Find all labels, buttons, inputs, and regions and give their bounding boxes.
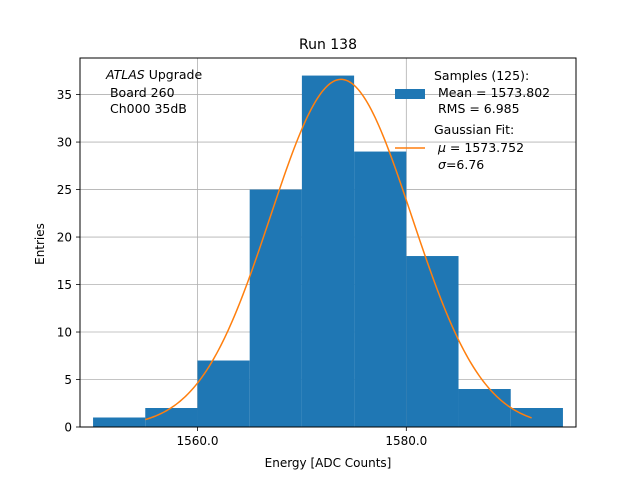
histogram-bar-5 (354, 151, 407, 428)
legend-hist-swatch (395, 89, 425, 99)
y-tick-label-2: 10 (57, 326, 72, 340)
x-tick-label-0: 1560.0 (176, 434, 218, 448)
legend-fit-line-3: σ=6.76 (438, 157, 484, 172)
x-axis-label: Energy [ADC Counts] (265, 456, 392, 470)
legend-hist-line-1: Samples (125): (434, 68, 529, 83)
legend-sigma-symbol: σ (438, 157, 447, 172)
y-tick-label-7: 35 (57, 88, 72, 102)
legend-hist-line-2: Mean = 1573.802 (434, 85, 550, 100)
legend-sigma-value: =6.76 (446, 157, 484, 172)
histogram-bar-3 (249, 189, 302, 427)
annotation-atlas: ATLAS (105, 67, 145, 82)
histogram-bar-1 (145, 408, 198, 427)
axis-ticks: 1560.0 1580.0 0 5 10 15 20 25 30 35 (57, 88, 428, 448)
legend-mu-symbol: μ (437, 140, 446, 155)
y-tick-label-4: 20 (57, 231, 72, 245)
histogram-bar-6 (406, 256, 459, 427)
gaussian-fit (145, 78, 532, 421)
gaussian-fit-curve (145, 78, 532, 421)
legend-hist-line-3: RMS = 6.985 (434, 101, 520, 116)
annotation-line-3: Ch000 35dB (106, 101, 187, 116)
legend-fit-line-1: Gaussian Fit: (434, 122, 514, 137)
y-tick-label-3: 15 (57, 278, 72, 292)
annotation-line-1: ATLAS Upgrade (105, 67, 202, 82)
y-tick-label-6: 30 (57, 136, 72, 150)
annotation-upgrade: Upgrade (145, 67, 203, 82)
histogram-bars (93, 75, 563, 428)
histogram-bar-2 (197, 360, 250, 427)
legend-fit-line-2: μ = 1573.752 (437, 140, 524, 155)
histogram-bar-7 (458, 389, 511, 427)
legend-mu-value: = 1573.752 (446, 140, 524, 155)
histogram-bar-4 (301, 75, 355, 428)
chart-title: Run 138 (299, 37, 357, 53)
legend: Samples (125): Mean = 1573.802 RMS = 6.9… (395, 68, 550, 172)
annotation-line-2: Board 260 (106, 85, 175, 100)
x-tick-label-1: 1580.0 (385, 434, 427, 448)
y-axis-label: Entries (33, 223, 47, 265)
y-tick-label-1: 5 (64, 373, 72, 387)
histogram-bar-0 (93, 417, 146, 427)
histogram-bar-8 (510, 408, 563, 427)
atlas-annotation: ATLAS Upgrade Board 260 Ch000 35dB (105, 67, 202, 116)
y-tick-label-5: 25 (57, 183, 72, 197)
y-tick-label-0: 0 (64, 421, 72, 435)
axes-frame (79, 57, 577, 428)
